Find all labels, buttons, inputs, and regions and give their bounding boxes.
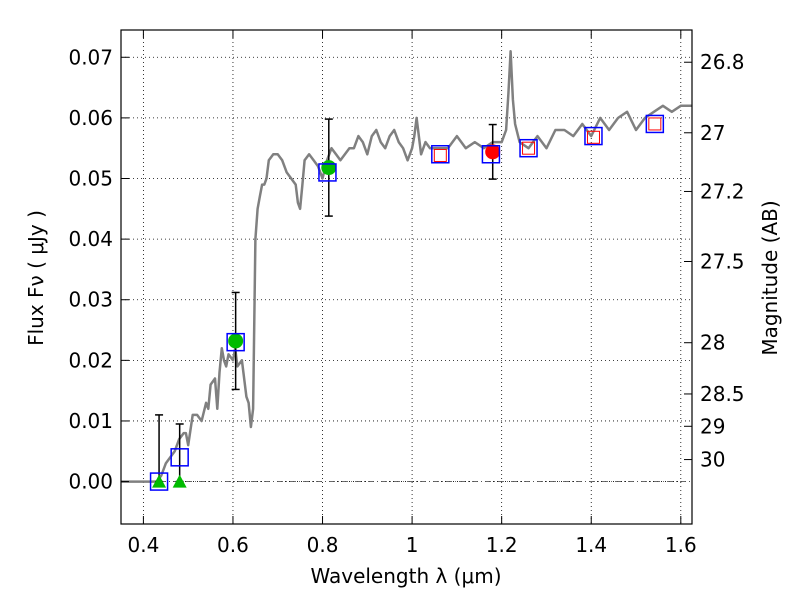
model-point — [519, 138, 538, 158]
magnitude-tick-label: 27.2 — [700, 179, 745, 203]
x-tick-label: 1.6 — [665, 533, 697, 557]
observed-point — [485, 144, 501, 160]
plot-border — [120, 29, 693, 525]
x-tick-label: 1.4 — [575, 533, 607, 557]
model-point — [645, 114, 665, 134]
magnitude-tick-label: 30 — [700, 448, 725, 472]
x-tick-label: 0.8 — [307, 533, 339, 557]
model-point — [226, 332, 245, 352]
model-point — [584, 126, 603, 146]
x-tick-label: 1.2 — [486, 533, 518, 557]
observed-ir-point — [433, 148, 447, 162]
y-axis: 0.00 0.01 0.02 0.03 0.04 0.05 0.06 0.07 — [68, 45, 129, 494]
y-axis-title: Flux Fν ( μJy ) — [24, 210, 48, 346]
y2-axis-title: Magnitude (AB) — [758, 200, 782, 355]
spectrum-line — [121, 49, 692, 483]
model-point — [481, 145, 501, 164]
x-tick-label: 0.6 — [217, 533, 249, 557]
x-axis-title: Wavelength λ (μm) — [310, 564, 501, 588]
y-tick-label: 0.01 — [68, 409, 113, 433]
y-tick-label: 0.02 — [68, 348, 113, 372]
x-tick-label: 0.4 — [127, 533, 159, 557]
model-point — [149, 472, 169, 491]
magnitude-tick-label: 28.5 — [700, 382, 745, 406]
grid — [121, 30, 692, 524]
observed-ir-point — [522, 141, 536, 155]
y-tick-label: 0.03 — [68, 288, 113, 312]
model-point — [318, 163, 337, 182]
plot-frame — [120, 29, 693, 525]
y-tick-label: 0.00 — [68, 470, 113, 494]
upper-limit-point — [172, 474, 187, 488]
model-point — [431, 145, 450, 164]
observed-point — [321, 160, 337, 176]
magnitude-tick-label: 26.8 — [700, 50, 745, 74]
x-tick-label: 1 — [406, 533, 419, 557]
magnitude-tick-label: 27 — [700, 121, 725, 145]
observed-ir-point — [648, 117, 662, 131]
upper-limit-point — [152, 474, 167, 488]
model-point — [170, 448, 189, 467]
magnitude-tick-label: 27.5 — [700, 249, 745, 273]
y-tick-label: 0.05 — [68, 167, 113, 191]
x-axis: 0.4 0.6 0.8 1 1.2 1.4 1.6 — [127, 30, 697, 557]
magnitude-axis: 26.8 27 27.2 27.5 28 28.5 29 30 — [684, 50, 745, 472]
observed-point — [228, 333, 244, 349]
spectrum-layer — [121, 49, 692, 483]
y-tick-label: 0.04 — [68, 227, 113, 251]
marker-layer — [149, 114, 665, 491]
observed-ir-point — [586, 130, 600, 144]
y-tick-label: 0.06 — [68, 106, 113, 130]
magnitude-tick-label: 28 — [700, 331, 725, 355]
y-tick-label: 0.07 — [68, 45, 113, 69]
magnitude-tick-label: 29 — [700, 414, 725, 438]
